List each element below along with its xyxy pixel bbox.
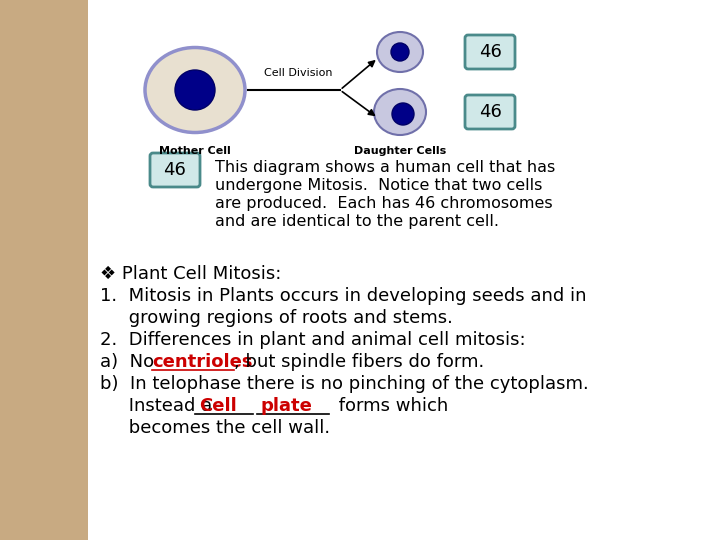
Text: Daughter Cells: Daughter Cells <box>354 146 446 156</box>
Text: and are identical to the parent cell.: and are identical to the parent cell. <box>215 214 499 229</box>
Text: plate: plate <box>261 397 313 415</box>
Text: undergone Mitosis.  Notice that two cells: undergone Mitosis. Notice that two cells <box>215 178 542 193</box>
Text: becomes the cell wall.: becomes the cell wall. <box>100 419 330 437</box>
Text: This diagram shows a human cell that has: This diagram shows a human cell that has <box>215 160 555 175</box>
FancyBboxPatch shape <box>465 95 515 129</box>
Text: Mother Cell: Mother Cell <box>159 146 231 156</box>
Text: , but spindle fibers do form.: , but spindle fibers do form. <box>234 353 485 371</box>
Ellipse shape <box>145 48 245 132</box>
Text: ❖ Plant Cell Mitosis:: ❖ Plant Cell Mitosis: <box>100 265 282 283</box>
Circle shape <box>392 103 414 125</box>
Text: centrioles: centrioles <box>152 353 253 371</box>
Text: 46: 46 <box>163 161 186 179</box>
Ellipse shape <box>377 32 423 72</box>
Text: Cell: Cell <box>199 397 237 415</box>
Text: 2.  Differences in plant and animal cell mitosis:: 2. Differences in plant and animal cell … <box>100 331 526 349</box>
Text: 1.  Mitosis in Plants occurs in developing seeds and in: 1. Mitosis in Plants occurs in developin… <box>100 287 587 305</box>
Circle shape <box>391 43 409 61</box>
Text: b)  In telophase there is no pinching of the cytoplasm.: b) In telophase there is no pinching of … <box>100 375 589 393</box>
Text: growing regions of roots and stems.: growing regions of roots and stems. <box>100 309 453 327</box>
Bar <box>0 0 88 540</box>
Text: 46: 46 <box>479 43 501 61</box>
Text: are produced.  Each has 46 chromosomes: are produced. Each has 46 chromosomes <box>215 196 553 211</box>
Text: a)  No: a) No <box>100 353 160 371</box>
Text: forms which: forms which <box>333 397 449 415</box>
Ellipse shape <box>374 89 426 135</box>
FancyBboxPatch shape <box>465 35 515 69</box>
Text: Cell Division: Cell Division <box>264 68 332 78</box>
Text: 46: 46 <box>479 103 501 121</box>
Text: Instead a: Instead a <box>100 397 218 415</box>
FancyBboxPatch shape <box>150 153 200 187</box>
Circle shape <box>175 70 215 110</box>
